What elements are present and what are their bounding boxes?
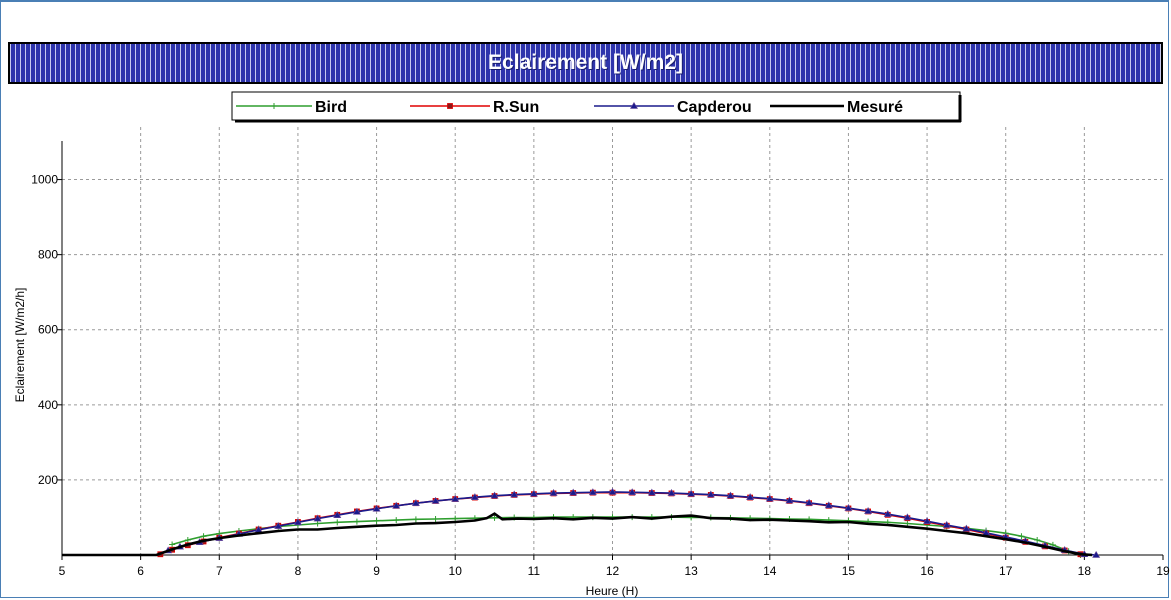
x-tick-label: 6 <box>137 564 144 578</box>
data-point <box>805 498 814 506</box>
x-tick-label: 17 <box>999 564 1013 578</box>
data-point <box>447 103 453 109</box>
series-line-capderou <box>167 491 1097 556</box>
data-point <box>491 514 498 521</box>
data-point <box>883 509 892 517</box>
data-point <box>765 494 774 502</box>
data-point <box>411 499 420 506</box>
data-point <box>510 490 519 498</box>
series-line-bird <box>171 516 1081 556</box>
chart-axes: 5 6 7 8 9 10 11 12 13 14 15 16 17 18 19 200 400 600 800 100… <box>31 141 1170 578</box>
data-point <box>942 520 951 528</box>
x-tick-label: 5 <box>59 564 66 578</box>
data-point <box>293 518 302 526</box>
data-point <box>824 501 833 509</box>
series-line-mesur <box>62 512 1093 557</box>
data-point <box>451 494 460 502</box>
x-tick-label: 16 <box>920 564 934 578</box>
data-point <box>169 541 176 548</box>
x-tick-label: 19 <box>1156 564 1170 578</box>
legend-label-3: Mesuré <box>847 99 903 116</box>
data-point <box>334 519 341 526</box>
data-point <box>412 516 419 523</box>
y-tick-label: 1000 <box>31 173 58 187</box>
x-tick-label: 11 <box>528 564 541 578</box>
data-point <box>903 513 912 521</box>
data-point <box>392 501 401 509</box>
data-point <box>785 496 794 504</box>
series-mesur <box>62 512 1093 557</box>
data-point <box>314 520 321 527</box>
data-point <box>333 511 342 519</box>
x-tick-label: 7 <box>216 564 223 578</box>
x-tick-label: 8 <box>295 564 302 578</box>
data-point <box>352 507 361 515</box>
data-point <box>647 488 656 496</box>
data-point <box>372 504 381 512</box>
data-point <box>667 488 676 496</box>
legend-label-2: Capderou <box>677 99 752 116</box>
series-capderou <box>164 487 1101 558</box>
data-point <box>608 487 617 495</box>
data-point <box>431 496 440 504</box>
x-tick-label: 10 <box>449 564 463 578</box>
data-point <box>200 533 207 540</box>
data-point <box>569 488 578 496</box>
x-tick-label: 15 <box>842 564 856 578</box>
data-point <box>687 489 696 497</box>
data-point <box>393 517 400 524</box>
data-point <box>923 517 932 525</box>
data-point <box>313 514 322 522</box>
x-tick-label: 13 <box>684 564 698 578</box>
data-point <box>373 517 380 524</box>
data-point <box>1018 533 1025 540</box>
data-point <box>452 515 459 522</box>
data-point <box>904 520 911 527</box>
x-tick-label: 12 <box>606 564 620 578</box>
data-point <box>629 101 639 109</box>
y-tick-label: 400 <box>38 398 58 412</box>
data-point <box>432 515 439 522</box>
data-point <box>962 524 971 532</box>
x-tick-label: 14 <box>763 564 777 578</box>
y-tick-label: 600 <box>38 323 58 337</box>
x-axis-label: Heure (H) <box>586 584 639 598</box>
data-point <box>628 488 637 496</box>
y-axis-label: Eclairement [W/m2/h] <box>13 288 27 403</box>
chart-legend: Bird R.Sun Capderou Mesuré <box>231 91 962 123</box>
chart-series <box>62 487 1101 558</box>
data-point <box>490 491 499 499</box>
data-point <box>864 506 873 514</box>
data-point <box>726 491 735 499</box>
chart-title-bar: Eclairement [W/m2] <box>8 42 1163 84</box>
legend-label-0: Bird <box>315 99 347 116</box>
data-point <box>470 493 479 500</box>
data-point <box>844 503 853 511</box>
data-point <box>549 488 558 496</box>
data-point <box>1034 536 1041 543</box>
x-tick-label: 18 <box>1078 564 1092 578</box>
legend-label-1: R.Sun <box>493 99 539 116</box>
x-tick-label: 9 <box>373 564 380 578</box>
data-point <box>746 493 755 500</box>
data-point <box>529 489 538 497</box>
data-point <box>1092 550 1101 558</box>
data-point <box>353 518 360 525</box>
data-point <box>274 521 283 529</box>
y-tick-label: 800 <box>38 248 58 262</box>
chart-grid <box>62 127 1163 555</box>
y-tick-label: 200 <box>38 473 58 487</box>
data-point <box>706 490 715 498</box>
chart-title: Eclairement [W/m2] <box>488 51 683 74</box>
data-point <box>588 488 597 496</box>
data-point <box>184 536 191 543</box>
data-point <box>271 103 277 109</box>
